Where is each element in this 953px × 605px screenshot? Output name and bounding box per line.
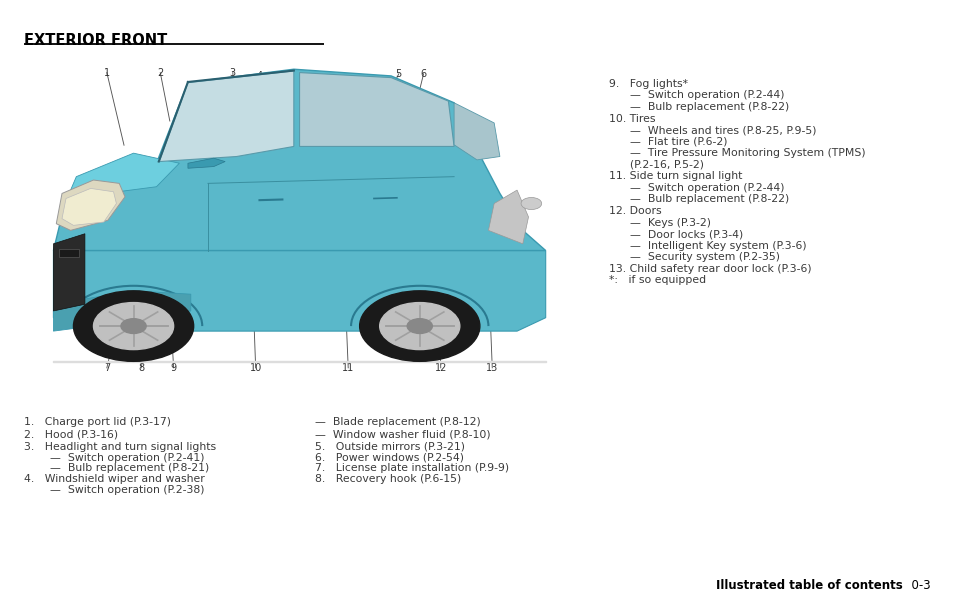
Text: 12. Doors: 12. Doors (608, 206, 660, 217)
Text: —  Door locks (P.3-4): — Door locks (P.3-4) (629, 229, 742, 240)
Polygon shape (188, 158, 225, 168)
Polygon shape (65, 153, 179, 211)
Circle shape (359, 291, 479, 361)
Text: 0-3: 0-3 (903, 579, 930, 592)
Text: *:   if so equipped: *: if so equipped (608, 275, 705, 286)
Text: —  Intelligent Key system (P.3-6): — Intelligent Key system (P.3-6) (629, 241, 805, 251)
Polygon shape (488, 190, 528, 244)
Text: 4.   Windshield wiper and washer: 4. Windshield wiper and washer (24, 474, 204, 485)
Polygon shape (159, 71, 294, 162)
Circle shape (520, 197, 541, 209)
Text: —  Switch operation (P.2-41): — Switch operation (P.2-41) (50, 453, 204, 463)
Text: 11. Side turn signal light: 11. Side turn signal light (608, 171, 741, 181)
Bar (59, 249, 79, 257)
Text: 11: 11 (342, 363, 354, 373)
Circle shape (407, 319, 432, 333)
Polygon shape (454, 103, 499, 160)
Text: 12: 12 (435, 363, 446, 373)
Text: Illustrated table of contents: Illustrated table of contents (715, 579, 902, 592)
Text: —  Switch operation (P.2-38): — Switch operation (P.2-38) (50, 485, 204, 495)
Text: 7: 7 (104, 363, 110, 373)
Circle shape (93, 302, 173, 350)
Text: 13: 13 (486, 363, 497, 373)
Text: 13. Child safety rear door lock (P.3-6): 13. Child safety rear door lock (P.3-6) (608, 264, 810, 275)
Text: 6.   Power windows (P.2-54): 6. Power windows (P.2-54) (314, 453, 463, 463)
Polygon shape (299, 73, 454, 146)
Text: 4: 4 (256, 71, 262, 80)
Text: —  Flat tire (P.6-2): — Flat tire (P.6-2) (629, 137, 726, 147)
Text: —  Bulb replacement (P.8-21): — Bulb replacement (P.8-21) (50, 463, 209, 474)
Text: (P.2-16, P.5-2): (P.2-16, P.5-2) (629, 159, 703, 169)
Text: 6: 6 (420, 69, 426, 79)
Polygon shape (53, 69, 545, 250)
Text: —  Wheels and tires (P.8-25, P.9-5): — Wheels and tires (P.8-25, P.9-5) (629, 125, 815, 136)
Text: 5.   Outside mirrors (P.3-21): 5. Outside mirrors (P.3-21) (314, 442, 464, 452)
Text: —  Switch operation (P.2-44): — Switch operation (P.2-44) (629, 90, 783, 100)
Text: 3: 3 (230, 68, 235, 77)
Text: 8.   Recovery hook (P.6-15): 8. Recovery hook (P.6-15) (314, 474, 460, 485)
Text: —  Bulb replacement (P.8-22): — Bulb replacement (P.8-22) (629, 194, 788, 204)
Text: 7.   License plate installation (P.9-9): 7. License plate installation (P.9-9) (314, 463, 508, 474)
Polygon shape (53, 250, 545, 331)
Text: 3.   Headlight and turn signal lights: 3. Headlight and turn signal lights (24, 442, 215, 452)
Text: 9: 9 (171, 363, 176, 373)
Text: —  Switch operation (P.2-44): — Switch operation (P.2-44) (629, 183, 783, 193)
Text: —  Bulb replacement (P.8-22): — Bulb replacement (P.8-22) (629, 102, 788, 112)
Text: 10: 10 (250, 363, 261, 373)
Polygon shape (62, 188, 116, 225)
Text: —  Window washer fluid (P.8-10): — Window washer fluid (P.8-10) (314, 430, 490, 440)
Polygon shape (53, 291, 191, 331)
Text: —  Tire Pressure Monitoring System (TPMS): — Tire Pressure Monitoring System (TPMS) (629, 148, 864, 159)
Text: —  Keys (P.3-2): — Keys (P.3-2) (629, 218, 710, 228)
Text: 1.   Charge port lid (P.3-17): 1. Charge port lid (P.3-17) (24, 417, 171, 428)
Text: 9.   Fog lights*: 9. Fog lights* (608, 79, 687, 89)
Text: 5: 5 (395, 69, 401, 79)
Text: 10. Tires: 10. Tires (608, 114, 655, 124)
Text: 1: 1 (104, 68, 110, 77)
Circle shape (73, 291, 193, 361)
Circle shape (379, 302, 459, 350)
Text: EXTERIOR FRONT: EXTERIOR FRONT (24, 33, 167, 48)
Text: —  Blade replacement (P.8-12): — Blade replacement (P.8-12) (314, 417, 480, 428)
Text: —  Security system (P.2-35): — Security system (P.2-35) (629, 252, 779, 263)
Circle shape (121, 319, 146, 333)
Polygon shape (53, 234, 85, 311)
Text: 8: 8 (138, 363, 144, 373)
Polygon shape (56, 180, 125, 231)
Text: 2.   Hood (P.3-16): 2. Hood (P.3-16) (24, 430, 118, 440)
Text: 2: 2 (157, 68, 163, 77)
